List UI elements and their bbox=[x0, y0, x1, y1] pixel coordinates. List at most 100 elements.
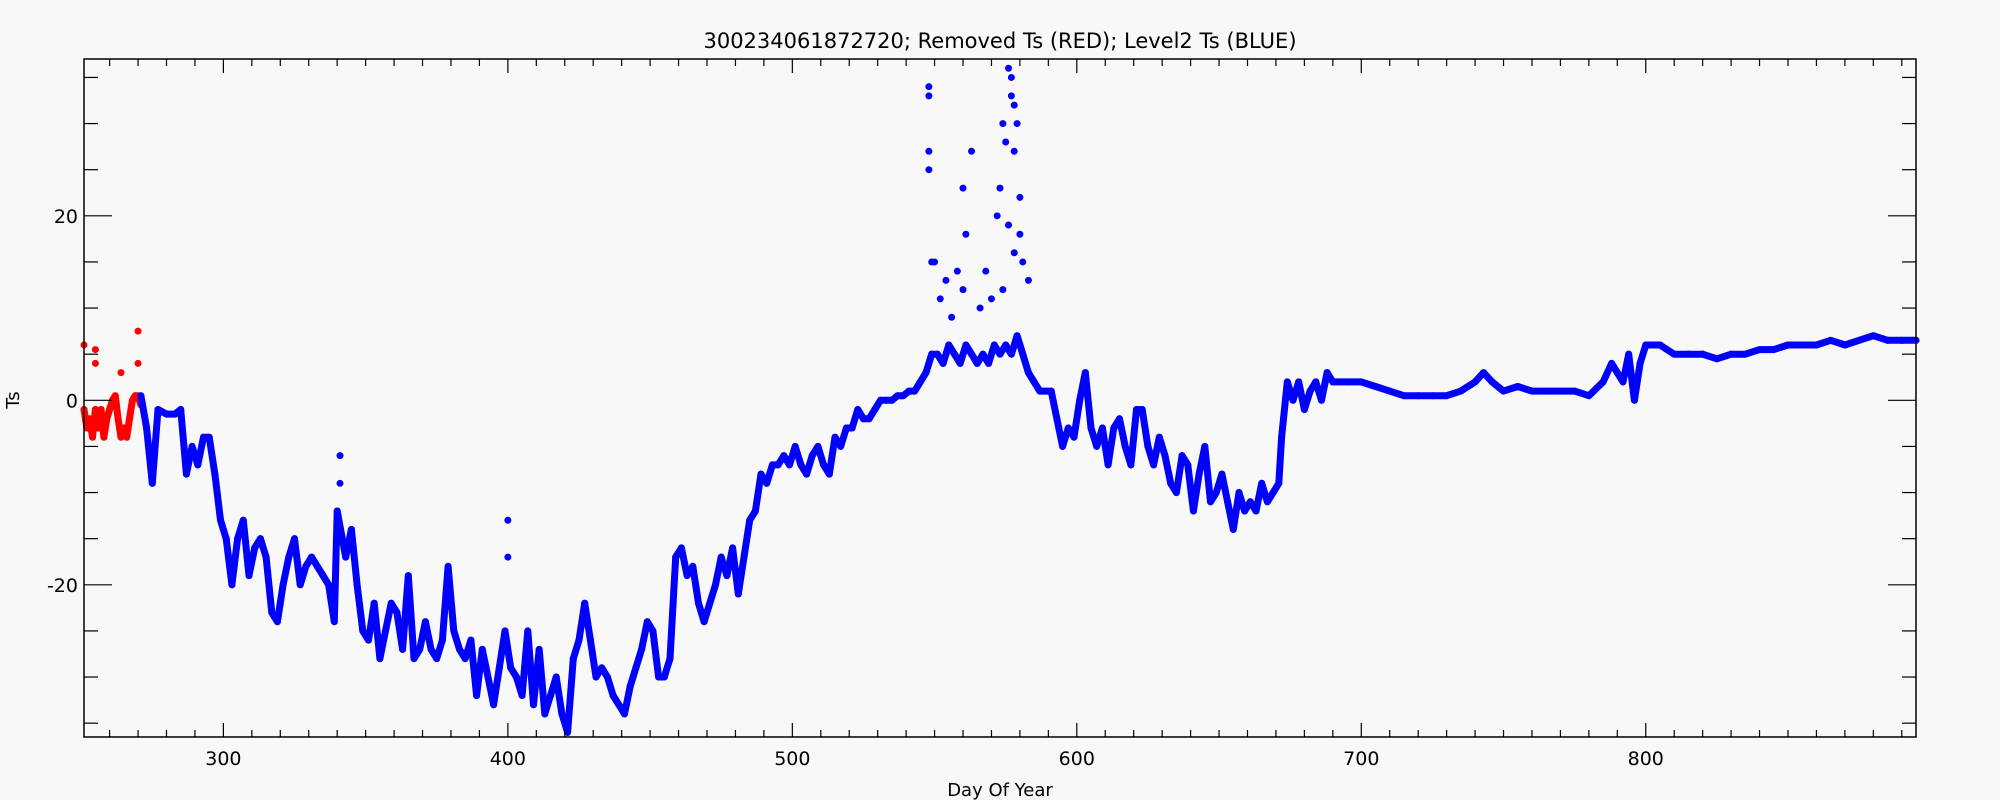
level2-point bbox=[291, 535, 299, 543]
removed-point bbox=[120, 424, 128, 432]
level2-point bbox=[1323, 369, 1331, 377]
y-tick-label: 0 bbox=[66, 390, 78, 412]
level2-point bbox=[501, 627, 509, 635]
level2-outlier-point bbox=[1019, 258, 1027, 266]
level2-outlier-point bbox=[1010, 101, 1018, 109]
level2-point bbox=[575, 636, 583, 644]
level2-point bbox=[1386, 387, 1394, 395]
level2-point bbox=[649, 627, 657, 635]
level2-point bbox=[1798, 341, 1806, 349]
level2-outlier-point bbox=[987, 295, 995, 303]
level2-point bbox=[1625, 350, 1633, 358]
x-tick-label: 500 bbox=[774, 748, 810, 770]
level2-point bbox=[1630, 396, 1638, 404]
level2-point bbox=[1138, 406, 1146, 414]
removed-outlier-point bbox=[117, 369, 125, 377]
level2-point bbox=[831, 433, 839, 441]
level2-point bbox=[552, 673, 560, 681]
level2-point bbox=[1295, 378, 1303, 386]
level2-point bbox=[569, 655, 577, 663]
level2-point bbox=[1500, 387, 1508, 395]
level2-point bbox=[1488, 378, 1496, 386]
level2-point bbox=[273, 618, 281, 626]
level2-series bbox=[137, 64, 1920, 736]
level2-point bbox=[399, 645, 407, 653]
level2-point bbox=[194, 461, 202, 469]
removed-point bbox=[103, 415, 111, 423]
level2-point bbox=[393, 608, 401, 616]
level2-point bbox=[347, 525, 355, 533]
removed-outlier-point bbox=[91, 346, 99, 354]
level2-point bbox=[1087, 424, 1095, 432]
level2-point bbox=[473, 691, 481, 699]
level2-point bbox=[1542, 387, 1550, 395]
level2-point bbox=[1178, 452, 1186, 460]
level2-point bbox=[205, 433, 213, 441]
level2-outlier-point bbox=[504, 553, 512, 561]
level2-point bbox=[1019, 350, 1027, 358]
level2-point bbox=[438, 636, 446, 644]
level2-point bbox=[1869, 332, 1877, 340]
level2-point bbox=[592, 673, 600, 681]
level2-point bbox=[609, 691, 617, 699]
level2-point bbox=[1770, 346, 1778, 354]
level2-point bbox=[1036, 387, 1044, 395]
level2-point bbox=[1218, 470, 1226, 478]
level2-outlier-point bbox=[1007, 73, 1015, 81]
level2-point bbox=[490, 701, 498, 709]
level2-point bbox=[1357, 378, 1365, 386]
level2-point bbox=[376, 655, 384, 663]
level2-outlier-point bbox=[925, 92, 933, 100]
level2-point bbox=[1841, 341, 1849, 349]
level2-point bbox=[683, 572, 691, 580]
level2-point bbox=[1076, 396, 1084, 404]
level2-point bbox=[162, 410, 170, 418]
y-axis-label: Ts bbox=[3, 391, 24, 409]
removed-point bbox=[83, 424, 91, 432]
level2-point bbox=[1784, 341, 1792, 349]
level2-point bbox=[1002, 341, 1010, 349]
x-tick-label: 400 bbox=[490, 748, 526, 770]
level2-outlier-point bbox=[942, 276, 950, 284]
level2-point bbox=[467, 636, 475, 644]
level2-point bbox=[820, 461, 828, 469]
level2-outlier-point bbox=[996, 184, 1004, 192]
level2-point bbox=[1283, 378, 1291, 386]
level2-point bbox=[1343, 378, 1351, 386]
level2-point bbox=[404, 572, 412, 580]
level2-point bbox=[1246, 498, 1254, 506]
level2-point bbox=[461, 655, 469, 663]
level2-point bbox=[848, 424, 856, 432]
removed-series bbox=[80, 327, 145, 441]
level2-outlier-point bbox=[959, 184, 967, 192]
level2-point bbox=[387, 599, 395, 607]
level2-point bbox=[456, 645, 464, 653]
level2-point bbox=[643, 618, 651, 626]
level2-outlier-point bbox=[993, 212, 1001, 220]
level2-point bbox=[507, 664, 515, 672]
level2-point bbox=[1030, 378, 1038, 386]
level2-point bbox=[251, 544, 259, 552]
level2-point bbox=[620, 710, 628, 718]
level2-point bbox=[1127, 461, 1135, 469]
data-marks bbox=[80, 64, 1920, 736]
level2-point bbox=[968, 350, 976, 358]
level2-point bbox=[262, 553, 270, 561]
axis-ticks: 300 400 500 600 700 800 -20 0 20 bbox=[47, 59, 1916, 770]
level2-point bbox=[211, 470, 219, 478]
level2-point bbox=[1098, 424, 1106, 432]
level2-point bbox=[996, 350, 1004, 358]
level2-point bbox=[308, 553, 316, 561]
level2-point bbox=[353, 581, 361, 589]
level2-point bbox=[359, 627, 367, 635]
level2-point bbox=[1241, 507, 1249, 515]
level2-outlier-point bbox=[959, 286, 967, 294]
level2-point bbox=[973, 359, 981, 367]
level2-point bbox=[1372, 382, 1380, 390]
level2-point bbox=[854, 406, 862, 414]
x-axis-label: Day Of Year bbox=[947, 780, 1053, 800]
level2-point bbox=[1699, 350, 1707, 358]
level2-outlier-point bbox=[976, 304, 984, 312]
level2-point bbox=[774, 461, 782, 469]
level2-point bbox=[689, 562, 697, 570]
